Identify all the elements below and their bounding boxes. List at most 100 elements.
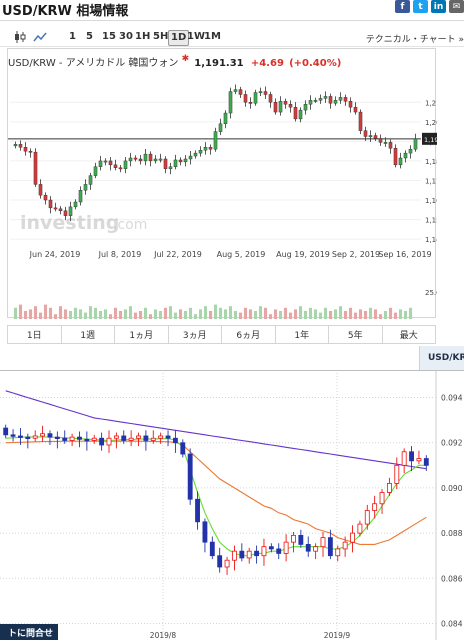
timeframe-button[interactable]: 5	[86, 31, 93, 42]
volume-bar	[188, 307, 193, 319]
candle-body	[121, 435, 127, 441]
y-tick-label: 0.090	[441, 484, 463, 493]
timeframe-button[interactable]: 1M	[204, 31, 221, 42]
candle-body	[183, 158, 188, 163]
technical-chart-link[interactable]: テクニカル・チャート »	[365, 35, 464, 45]
price-chart-canvas: investing.com Jun 24, 2019 Jul 8, 2019 Jul …	[8, 84, 437, 319]
volume-bar	[58, 306, 63, 319]
timeframe-button[interactable]: 15	[102, 31, 116, 42]
volume-bar	[278, 311, 283, 319]
mail-icon[interactable]: ✉	[449, 0, 464, 13]
candle-body	[158, 158, 163, 161]
volume-bar	[103, 309, 108, 319]
timeframe-button[interactable]: 1W	[187, 31, 205, 42]
candle-body	[195, 498, 200, 523]
candle-body	[373, 135, 378, 139]
candle-body	[108, 160, 113, 166]
x-tick-label: Jul 8, 2019	[98, 250, 142, 259]
candle-body	[423, 458, 429, 466]
candle-body	[223, 112, 228, 124]
candle-body	[88, 175, 93, 185]
range-button[interactable]: 1年	[276, 326, 329, 343]
ma-slow-line	[5, 390, 427, 470]
candle-body	[328, 96, 333, 104]
candle-body	[288, 104, 293, 108]
side-tab[interactable]: USD/KRW	[419, 346, 464, 370]
range-button[interactable]: 1ヵ月	[115, 326, 169, 343]
volume-bar	[233, 311, 238, 319]
volume-bar	[368, 307, 373, 319]
candle-body	[78, 190, 83, 203]
volume-bar	[23, 311, 28, 319]
candle-body	[263, 91, 268, 95]
linkedin-icon[interactable]: in	[431, 0, 446, 13]
volume-bar	[383, 311, 388, 319]
secondary-chart-canvas: 0.094 0.092 0.090 0.088 0.086 0.084 2019/8 2019…	[0, 370, 463, 640]
volume-bar	[348, 307, 353, 319]
candle-body	[243, 94, 248, 103]
candle-body	[413, 138, 418, 150]
candle-body	[93, 166, 98, 176]
range-button[interactable]: 6ヵ月	[222, 326, 276, 343]
range-button[interactable]: 最大	[399, 331, 418, 341]
x-tick-label: Aug 5, 2019	[217, 250, 266, 259]
volume-bar	[288, 312, 293, 319]
candle-body	[318, 98, 323, 101]
candle-body	[283, 541, 289, 554]
candle-body	[3, 427, 9, 436]
facebook-icon[interactable]: f	[395, 0, 410, 13]
volume-bar	[133, 312, 138, 319]
candle-body	[28, 150, 33, 153]
volume-bar	[153, 309, 158, 319]
y-tick-label: 0.084	[441, 619, 463, 628]
timeframe-button[interactable]: 5H	[153, 31, 169, 42]
volume-bar	[118, 311, 123, 319]
ma-mid-line	[5, 440, 427, 545]
volume-bar	[208, 311, 213, 319]
timeframe-button[interactable]: 1D	[168, 30, 190, 46]
candle-body	[118, 167, 123, 170]
contact-button[interactable]: トに問合せ	[0, 624, 58, 640]
candle-body	[268, 94, 273, 103]
candle-body	[283, 101, 288, 105]
volume-bar	[378, 314, 383, 319]
candle-body	[386, 483, 392, 493]
candle-body	[173, 159, 178, 167]
candle-body	[393, 148, 398, 166]
chart-toolbar: 1 5 15 30 1H 5H 1D 1W 1M テクニカル・チャート »	[0, 28, 464, 48]
candle-body	[202, 521, 208, 543]
candle-body	[357, 523, 363, 534]
volume-bar	[393, 312, 398, 319]
volume-bar	[193, 314, 198, 319]
candle-body	[342, 541, 348, 550]
range-button[interactable]: 3ヵ月	[169, 326, 222, 343]
candle-body	[38, 184, 43, 196]
candle-body	[133, 157, 138, 160]
timeframe-button[interactable]: 30	[119, 31, 133, 42]
volume-bar	[238, 312, 243, 319]
candle-body	[239, 550, 245, 559]
range-button[interactable]: 1週	[62, 326, 115, 343]
candlestick-icon[interactable]	[12, 29, 28, 45]
candle-body	[408, 149, 413, 154]
candle-body	[416, 458, 422, 462]
candle-body	[358, 111, 363, 131]
candle-body	[103, 160, 108, 163]
line-chart-icon[interactable]	[32, 29, 48, 45]
timeframe-button[interactable]: 1	[69, 31, 76, 42]
candle-body	[18, 435, 23, 438]
volume-bar	[163, 307, 168, 319]
volume-bar	[343, 311, 348, 319]
range-button[interactable]: 1日	[8, 326, 62, 343]
chart-pair-label: USD/KRW - アメリカドル 韓国ウォン	[8, 58, 179, 69]
volume-bar	[98, 311, 103, 319]
candle-body	[383, 142, 388, 144]
range-button[interactable]: 5年	[329, 326, 383, 343]
investing-watermark: .com	[113, 217, 147, 233]
range-selector: 1日 1週 1ヵ月 3ヵ月 6ヵ月 1年 5年 最大	[7, 325, 436, 344]
volume-bar	[228, 306, 233, 319]
volume-bar	[268, 314, 273, 319]
twitter-icon[interactable]: t	[413, 0, 428, 13]
candle-body	[268, 546, 274, 550]
timeframe-button[interactable]: 1H	[135, 31, 151, 42]
